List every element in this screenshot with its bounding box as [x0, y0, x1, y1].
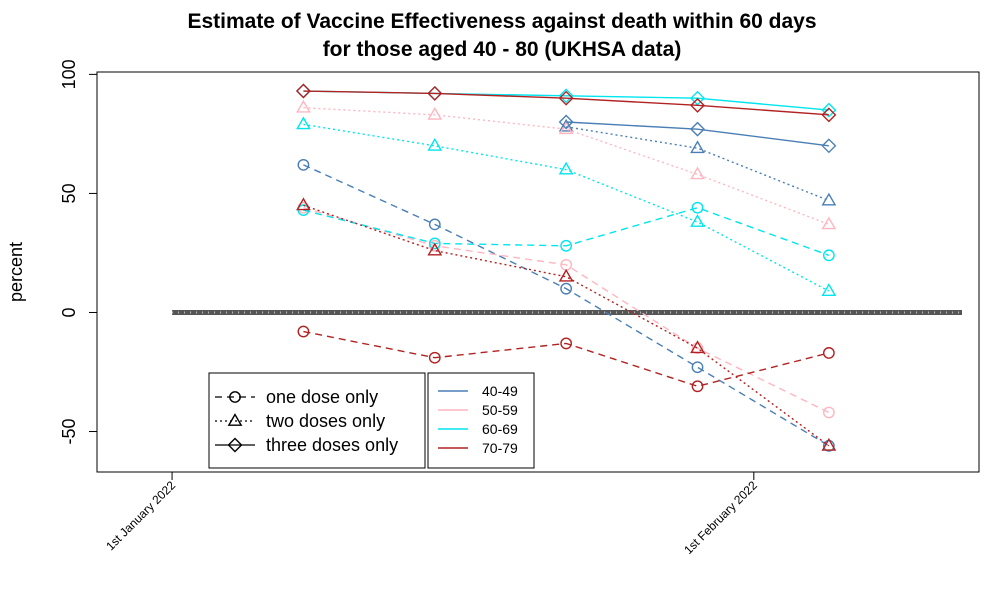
data-point [428, 351, 441, 364]
legend-dose-marker [227, 413, 243, 426]
data-point [558, 90, 574, 106]
data-point [821, 437, 837, 451]
data-point [295, 83, 311, 99]
data-point [558, 114, 574, 130]
legend-dose-label: one dose only [266, 387, 378, 407]
series-line [303, 123, 830, 292]
data-point [560, 239, 573, 252]
data-point [690, 214, 705, 227]
data-point [821, 138, 837, 154]
series-line [303, 206, 830, 256]
legend-age-box [427, 372, 535, 469]
data-point [558, 121, 574, 135]
y-tick-label: 0 [59, 307, 79, 317]
data-point [690, 340, 705, 354]
plot-frame [96, 71, 980, 473]
data-point [558, 161, 574, 175]
data-point [428, 218, 441, 231]
data-point [691, 201, 704, 214]
data-point [297, 325, 310, 338]
data-point [427, 106, 443, 120]
data-point [690, 121, 706, 137]
data-point [691, 380, 704, 393]
data-point [821, 107, 837, 123]
series-line [303, 107, 830, 226]
series-line [303, 207, 830, 414]
data-point [822, 347, 835, 359]
data-point [821, 216, 837, 230]
data-point [690, 166, 705, 180]
data-point [560, 337, 573, 350]
data-point [821, 283, 837, 296]
data-point [558, 268, 574, 282]
data-point [691, 361, 704, 374]
y-tick-label: 50 [59, 183, 79, 203]
chart-title-line-2: for those aged 40 - 80 (UKHSA data) [322, 38, 682, 61]
series-line [303, 330, 830, 388]
data-point [427, 137, 443, 151]
y-axis-label: percent [6, 242, 26, 302]
data-point [560, 282, 573, 295]
data-point [690, 97, 706, 113]
series-line [303, 164, 830, 447]
legend-dose-label: two doses only [266, 411, 385, 431]
y-tick-label: -50 [59, 419, 79, 445]
x-tick-label: 1st January 2022 [103, 478, 178, 553]
data-point [558, 88, 574, 104]
series-line [566, 121, 829, 147]
series-line [566, 126, 830, 202]
data-point [822, 406, 835, 419]
data-point [427, 85, 443, 101]
legend-dose-marker [229, 391, 241, 403]
data-point [296, 197, 311, 211]
series-line [303, 204, 830, 447]
chart-title-line-1: Estimate of Vaccine Effectiveness agains… [187, 10, 817, 33]
data-point [297, 158, 310, 171]
legend-dose-marker [227, 437, 243, 453]
x-tick-label: 1st February 2022 [681, 478, 760, 557]
data-point [427, 242, 443, 256]
data-point [690, 140, 705, 154]
series-line [303, 90, 829, 116]
legend-age-label: 70-79 [482, 440, 518, 456]
data-point [822, 249, 835, 262]
legend-age-label: 50-59 [482, 402, 518, 418]
series-line [303, 90, 829, 111]
data-point [821, 192, 837, 206]
data-point [296, 116, 311, 130]
data-point [296, 99, 311, 113]
data-point [428, 237, 441, 250]
legend-age-label: 40-49 [482, 383, 518, 399]
legend-age-label: 60-69 [482, 421, 518, 437]
data-point [821, 102, 837, 118]
y-tick-label: 100 [59, 59, 79, 89]
legend-dose-label: three doses only [266, 435, 398, 455]
